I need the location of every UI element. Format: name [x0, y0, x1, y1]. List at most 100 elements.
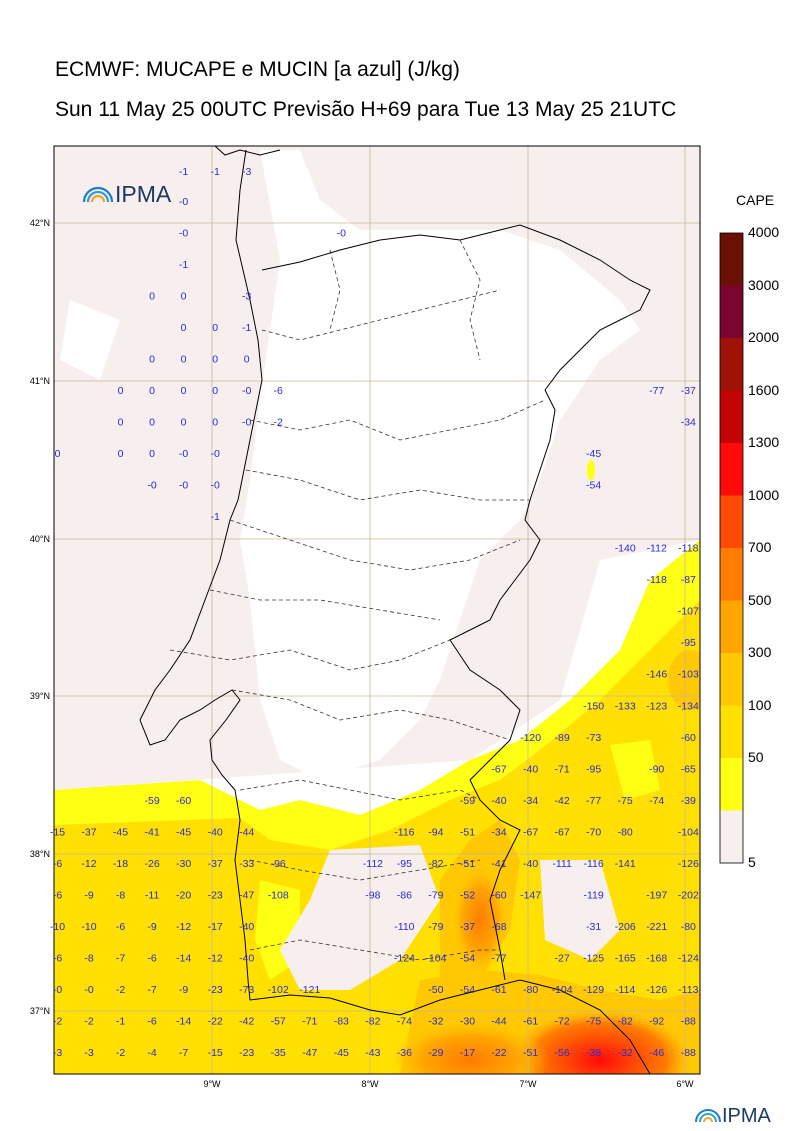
cin-value: -37 — [208, 858, 223, 870]
cin-value: -51 — [523, 1047, 538, 1059]
cin-value: -121 — [299, 984, 320, 996]
cin-value: -45 — [334, 1047, 349, 1059]
cin-value: -75 — [618, 795, 633, 807]
cin-value: -2 — [274, 417, 283, 429]
cin-value: -34 — [491, 826, 506, 838]
colorbar-segment — [720, 758, 743, 811]
cin-value: -27 — [555, 952, 570, 964]
cin-value: -40 — [239, 952, 254, 964]
cin-value: -42 — [555, 795, 570, 807]
cin-value: -95 — [586, 763, 601, 775]
cin-value: -165 — [615, 952, 636, 964]
cin-value: -110 — [394, 921, 414, 933]
colorbar-tick-label: 700 — [748, 539, 772, 555]
cin-value: -39 — [681, 795, 696, 807]
cin-value: -22 — [208, 1016, 223, 1028]
lat-label: 41°N — [30, 376, 50, 386]
cin-value: -206 — [615, 921, 636, 933]
cin-value: -146 — [646, 669, 667, 681]
cin-value: -1 — [242, 322, 251, 334]
cin-value: -60 — [176, 795, 191, 807]
cin-value: -104 — [678, 826, 699, 838]
cin-value: -15 — [50, 826, 65, 838]
cin-value: -14 — [176, 952, 191, 964]
cin-value: -1 — [211, 166, 220, 178]
cape-east-pale — [540, 860, 620, 960]
rainbow-icon — [695, 1109, 721, 1123]
cin-value: -2 — [84, 1016, 93, 1028]
cin-value: -1 — [179, 259, 188, 271]
cin-value: 0 — [149, 354, 155, 366]
cin-value: -54 — [460, 952, 475, 964]
cin-value: -6 — [53, 952, 62, 964]
colorbar-segment — [720, 705, 743, 759]
cin-value: -6 — [116, 921, 125, 933]
cin-value: 0 — [149, 385, 155, 397]
cin-value: 0 — [55, 448, 61, 460]
cin-value: -90 — [649, 763, 664, 775]
lon-axis: 9°W 8°W 7°W 6°W — [203, 1079, 694, 1089]
cin-value: -71 — [302, 1016, 317, 1028]
cin-value: -141 — [615, 858, 636, 870]
cin-value: -15 — [208, 1047, 223, 1059]
cin-value: -6 — [147, 952, 156, 964]
lon-label: 6°W — [676, 1079, 694, 1089]
cin-value: -41 — [491, 858, 506, 870]
cin-value: -7 — [179, 1047, 188, 1059]
map-title: ECMWF: MUCAPE e MUCIN [a azul] (J/kg) — [55, 58, 460, 81]
cin-value: -77 — [491, 952, 506, 964]
cin-value: -116 — [394, 826, 414, 838]
cin-value: -80 — [523, 984, 538, 996]
cin-value: 0 — [149, 417, 155, 429]
cin-value: -51 — [460, 826, 475, 838]
colorbar-segment — [720, 653, 743, 706]
cin-value: -40 — [523, 858, 538, 870]
colorbar-segment — [720, 548, 743, 601]
cin-value: -6 — [53, 889, 62, 901]
cin-value: -12 — [176, 921, 191, 933]
cin-value: -4 — [147, 1047, 156, 1059]
cin-value: -45 — [586, 448, 601, 460]
cin-value: -125 — [583, 952, 604, 964]
cin-value: -32 — [618, 1047, 633, 1059]
cin-value: -73 — [239, 984, 254, 996]
cape-white-patch-north — [240, 150, 640, 780]
cin-value: -57 — [271, 1016, 286, 1028]
cin-value: -202 — [678, 889, 699, 901]
cape-hot-core-south — [510, 1010, 690, 1074]
cin-value: -96 — [271, 858, 286, 870]
cin-value: -47 — [302, 1047, 317, 1059]
cin-value: -6 — [147, 1016, 156, 1028]
cin-value: 0 — [212, 354, 218, 366]
cin-value: 0 — [181, 385, 187, 397]
lat-label: 37°N — [30, 1006, 50, 1016]
logo-text: IPMA — [115, 181, 172, 207]
cin-value: -133 — [615, 700, 636, 712]
cin-value: -38 — [586, 1047, 601, 1059]
cin-value: -77 — [586, 795, 601, 807]
cape-northeast-spot — [587, 460, 595, 480]
cin-value: -40 — [523, 763, 538, 775]
colorbar-tick-label: 300 — [748, 644, 772, 660]
cin-value: -89 — [555, 732, 570, 744]
cin-value: -221 — [646, 921, 667, 933]
cin-value: -103 — [678, 669, 699, 681]
cin-value: -6 — [274, 385, 283, 397]
cin-value: 0 — [212, 322, 218, 334]
cin-value: -87 — [681, 574, 696, 586]
cin-value: -60 — [491, 889, 506, 901]
cin-value: -123 — [646, 700, 667, 712]
cin-value: -9 — [179, 984, 188, 996]
colorbar-segment — [720, 443, 743, 496]
cin-value: 0 — [212, 385, 218, 397]
cape-500-700-central — [452, 865, 508, 975]
colorbar-tick-label: 1300 — [748, 434, 780, 450]
cin-value: -102 — [268, 984, 289, 996]
cin-value: -40 — [491, 795, 506, 807]
colorbar-tick-label: 2000 — [748, 329, 780, 345]
cin-value: -0 — [84, 984, 93, 996]
cin-value: -98 — [365, 889, 380, 901]
cin-value: -22 — [491, 1047, 506, 1059]
cin-value: -44 — [239, 826, 254, 838]
cin-value: -45 — [113, 826, 128, 838]
